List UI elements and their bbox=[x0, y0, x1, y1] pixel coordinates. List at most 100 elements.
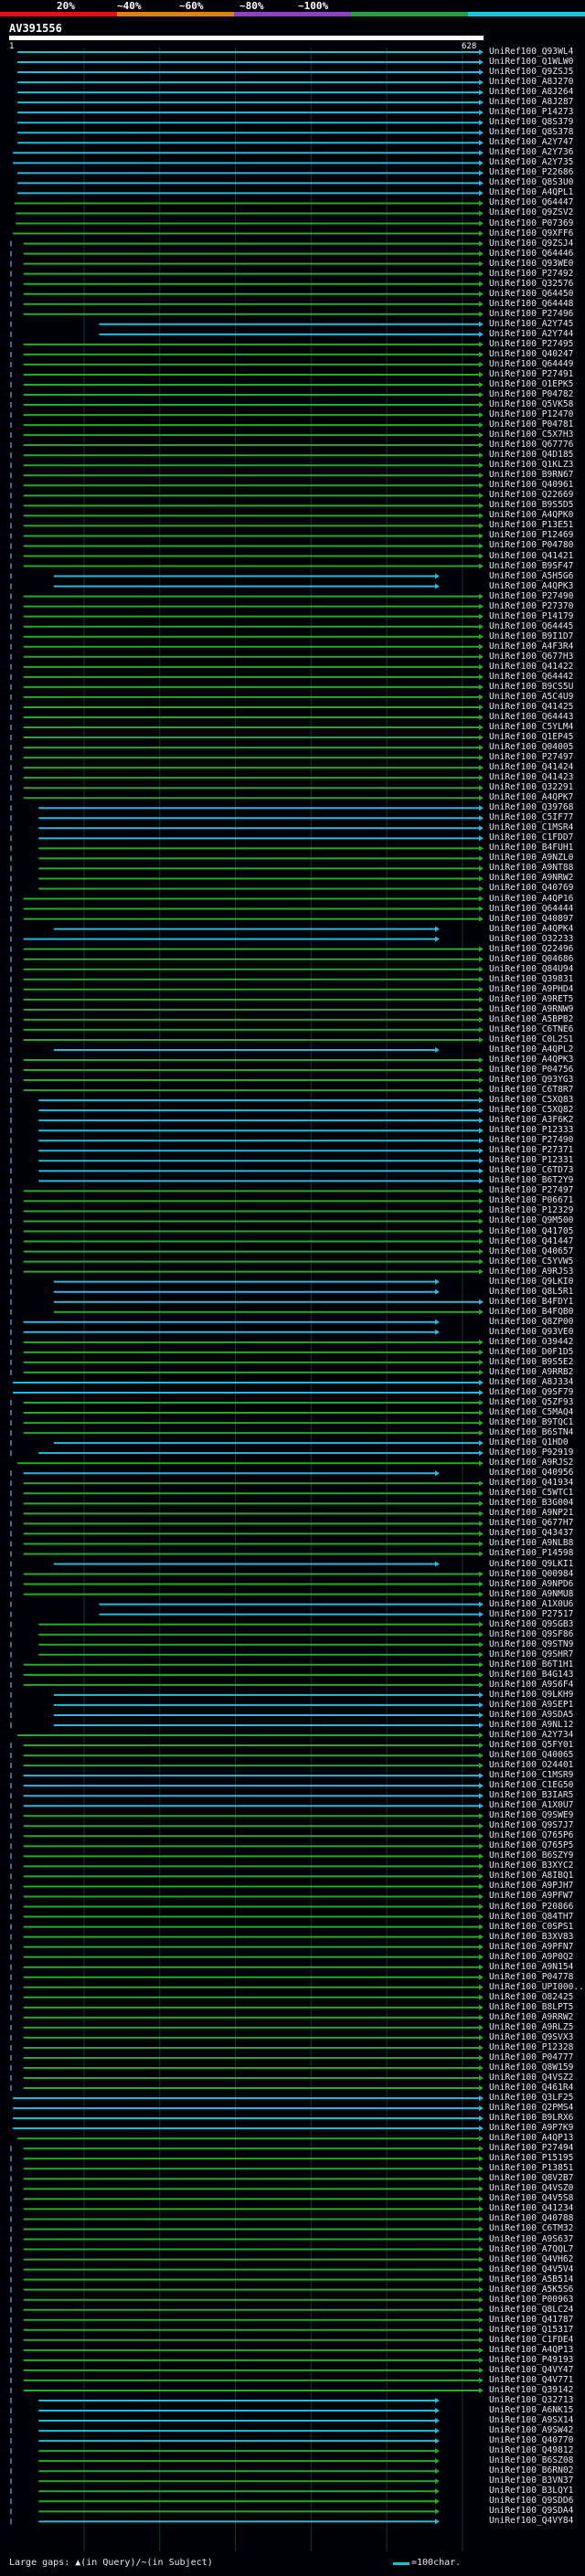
hit-label[interactable]: UniRef100_Q39142 bbox=[489, 2384, 574, 2395]
hit-label[interactable]: UniRef100_P12333 bbox=[489, 1125, 574, 1136]
hit-label[interactable]: UniRef100_B8LPT5 bbox=[489, 2001, 574, 2012]
hit-label[interactable]: UniRef100_Q64445 bbox=[489, 620, 574, 631]
hit-label[interactable]: UniRef100_B9I1D7 bbox=[489, 631, 574, 641]
hit-label[interactable]: UniRef100_P12470 bbox=[489, 409, 574, 420]
hit-label[interactable]: UniRef100_Q04005 bbox=[489, 742, 574, 753]
hit-label[interactable]: UniRef100_P27494 bbox=[489, 2143, 574, 2154]
hit-label[interactable]: UniRef100_Q64450 bbox=[489, 288, 574, 299]
hit-label[interactable]: UniRef100_Q5VK58 bbox=[489, 399, 574, 410]
hit-label[interactable]: UniRef100_P14179 bbox=[489, 610, 574, 621]
hit-label[interactable]: UniRef100_Q4V771 bbox=[489, 2374, 574, 2385]
hit-label[interactable]: UniRef100_Q4V5S8 bbox=[489, 2193, 574, 2204]
hit-label[interactable]: UniRef100_O39442 bbox=[489, 1336, 574, 1347]
hit-label[interactable]: UniRef100_P00963 bbox=[489, 2294, 574, 2305]
hit-label[interactable]: UniRef100_Q9ZSV2 bbox=[489, 207, 574, 218]
hit-label[interactable]: UniRef100_Q9LKI1 bbox=[489, 1558, 574, 1569]
hit-label[interactable]: UniRef100_Q1WLW0 bbox=[489, 57, 574, 68]
hit-label[interactable]: UniRef100_B4FQB0 bbox=[489, 1306, 574, 1317]
hit-label[interactable]: UniRef100_A9P0Q2 bbox=[489, 1951, 574, 1962]
hit-label[interactable]: UniRef100_Q40065 bbox=[489, 1750, 574, 1761]
hit-label[interactable]: UniRef100_Q8S378 bbox=[489, 127, 574, 138]
hit-label[interactable]: UniRef100_A5B514 bbox=[489, 2274, 574, 2284]
hit-label[interactable]: UniRef100_Q93VE0 bbox=[489, 1326, 574, 1337]
hit-label[interactable]: UniRef100_B4FUH1 bbox=[489, 843, 574, 853]
hit-label[interactable]: UniRef100_A4F3R4 bbox=[489, 641, 574, 652]
hit-label[interactable]: UniRef100_A5K5S6 bbox=[489, 2284, 574, 2295]
hit-label[interactable]: UniRef100_P22686 bbox=[489, 167, 574, 178]
hit-label[interactable]: UniRef100_Q677H7 bbox=[489, 1518, 574, 1529]
hit-label[interactable]: UniRef100_Q64443 bbox=[489, 711, 574, 722]
hit-label[interactable]: UniRef100_Q9STN9 bbox=[489, 1638, 574, 1649]
hit-label[interactable]: UniRef100_A9NP21 bbox=[489, 1508, 574, 1519]
hit-label[interactable]: UniRef100_Q41787 bbox=[489, 2314, 574, 2325]
hit-label[interactable]: UniRef100_Q1HD0 bbox=[489, 1437, 569, 1448]
hit-label[interactable]: UniRef100_Q41934 bbox=[489, 1478, 574, 1489]
hit-label[interactable]: UniRef100_Q64442 bbox=[489, 671, 574, 682]
hit-label[interactable]: UniRef100_Q765P6 bbox=[489, 1830, 574, 1841]
hit-label[interactable]: UniRef100_A3F6K2 bbox=[489, 1115, 574, 1126]
hit-label[interactable]: UniRef100_Q64449 bbox=[489, 358, 574, 369]
hit-label[interactable]: UniRef100_P04782 bbox=[489, 389, 574, 400]
hit-label[interactable]: UniRef100_Q9SHR7 bbox=[489, 1648, 574, 1659]
hit-label[interactable]: UniRef100_P04781 bbox=[489, 419, 574, 430]
hit-label[interactable]: UniRef100_A9NLB8 bbox=[489, 1538, 574, 1549]
hit-label[interactable]: UniRef100_Q40770 bbox=[489, 2435, 574, 2446]
hit-label[interactable]: UniRef100_A1X0U6 bbox=[489, 1598, 574, 1609]
hit-label[interactable]: UniRef100_Q4VY47 bbox=[489, 2364, 574, 2375]
hit-label[interactable]: UniRef100_A9NPD6 bbox=[489, 1578, 574, 1589]
hit-label[interactable]: UniRef100_Q64448 bbox=[489, 298, 574, 309]
hit-label[interactable]: UniRef100_A8J334 bbox=[489, 1376, 574, 1387]
hit-label[interactable]: UniRef100_Q40657 bbox=[489, 1246, 574, 1256]
hit-label[interactable]: UniRef100_P27490 bbox=[489, 1135, 574, 1146]
hit-label[interactable]: UniRef100_Q43437 bbox=[489, 1528, 574, 1539]
hit-label[interactable]: UniRef100_Q9SGB3 bbox=[489, 1618, 574, 1629]
hit-label[interactable]: UniRef100_A9PFN7 bbox=[489, 1941, 574, 1952]
hit-label[interactable]: UniRef100_Q40956 bbox=[489, 1468, 574, 1479]
hit-label[interactable]: UniRef100_A4QP16 bbox=[489, 893, 574, 904]
hit-label[interactable]: UniRef100_A5BPB2 bbox=[489, 1013, 574, 1024]
hit-label[interactable]: UniRef100_P12329 bbox=[489, 1205, 574, 1216]
hit-label[interactable]: UniRef100_Q765P5 bbox=[489, 1840, 574, 1851]
hit-label[interactable]: UniRef100_P27491 bbox=[489, 368, 574, 379]
hit-label[interactable]: UniRef100_Q32291 bbox=[489, 782, 574, 793]
hit-label[interactable]: UniRef100_B9SF47 bbox=[489, 560, 574, 571]
hit-label[interactable]: UniRef100_P27517 bbox=[489, 1608, 574, 1619]
hit-label[interactable]: UniRef100_C5X7H3 bbox=[489, 429, 574, 440]
hit-label[interactable]: UniRef100_P20866 bbox=[489, 1901, 574, 1912]
hit-label[interactable]: UniRef100_P27371 bbox=[489, 1145, 574, 1156]
hit-label[interactable]: UniRef100_Q9SF79 bbox=[489, 1386, 574, 1397]
hit-label[interactable]: UniRef100_C0L2S1 bbox=[489, 1034, 574, 1044]
hit-label[interactable]: UniRef100_Q9S7J7 bbox=[489, 1820, 574, 1831]
hit-label[interactable]: UniRef100_Q41422 bbox=[489, 661, 574, 672]
hit-label[interactable]: UniRef100_P04778 bbox=[489, 1971, 574, 1982]
hit-label[interactable]: UniRef100_Q32713 bbox=[489, 2394, 574, 2405]
hit-label[interactable]: UniRef100_A4QPK7 bbox=[489, 792, 574, 803]
hit-label[interactable]: UniRef100_P04756 bbox=[489, 1065, 574, 1076]
hit-label[interactable]: UniRef100_Q40788 bbox=[489, 2213, 574, 2224]
hit-label[interactable]: UniRef100_A9S6F4 bbox=[489, 1679, 574, 1690]
hit-label[interactable]: UniRef100_A9RRB2 bbox=[489, 1366, 574, 1377]
hit-label[interactable]: UniRef100_A2Y736 bbox=[489, 147, 574, 158]
hit-label[interactable]: UniRef100_P27495 bbox=[489, 338, 574, 349]
hit-label[interactable]: UniRef100_Q2PMS4 bbox=[489, 2103, 574, 2114]
hit-label[interactable]: UniRef100_B6SZY9 bbox=[489, 1850, 574, 1861]
hit-label[interactable]: UniRef100_C5YVW5 bbox=[489, 1256, 574, 1267]
hit-label[interactable]: UniRef100_A8J264 bbox=[489, 87, 574, 98]
hit-label[interactable]: UniRef100_Q40961 bbox=[489, 480, 574, 491]
hit-label[interactable]: UniRef100_O82425 bbox=[489, 1991, 574, 2002]
hit-label[interactable]: UniRef100_C1MSR4 bbox=[489, 822, 574, 833]
hit-label[interactable]: UniRef100_P13851 bbox=[489, 2163, 574, 2174]
hit-label[interactable]: UniRef100_Q8LC24 bbox=[489, 2304, 574, 2315]
hit-label[interactable]: UniRef100_A9RNW9 bbox=[489, 1003, 574, 1014]
hit-label[interactable]: UniRef100_C6T8R7 bbox=[489, 1085, 574, 1096]
hit-label[interactable]: UniRef100_Q9ZSJ4 bbox=[489, 238, 574, 249]
hit-label[interactable]: UniRef100_A9SW42 bbox=[489, 2425, 574, 2436]
hit-label[interactable]: UniRef100_Q00984 bbox=[489, 1568, 574, 1579]
hit-label[interactable]: UniRef100_P27370 bbox=[489, 600, 574, 611]
hit-label[interactable]: UniRef100_B3IAR5 bbox=[489, 1790, 574, 1801]
hit-label[interactable]: UniRef100_Q8V2B7 bbox=[489, 2173, 574, 2184]
hit-label[interactable]: UniRef100_A9PJH7 bbox=[489, 1881, 574, 1892]
hit-label[interactable]: UniRef100_Q04686 bbox=[489, 953, 574, 964]
hit-label[interactable]: UniRef100_A9PFW7 bbox=[489, 1891, 574, 1902]
hit-label[interactable]: UniRef100_Q64446 bbox=[489, 248, 574, 259]
